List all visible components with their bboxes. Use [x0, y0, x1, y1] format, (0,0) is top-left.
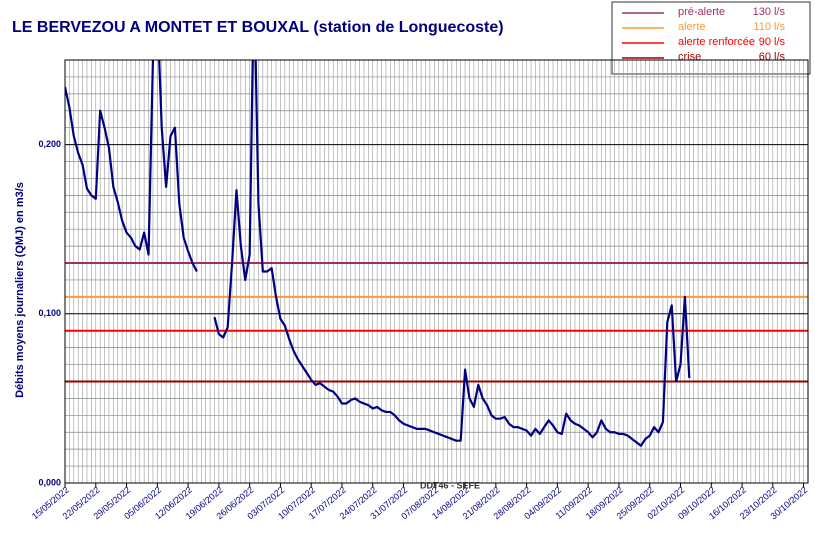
legend-name: alerte renforcée — [678, 36, 755, 48]
legend-name: crise — [678, 51, 701, 63]
chart-title: LE BERVEZOU A MONTET ET BOUXAL (station … — [12, 19, 504, 36]
legend-label: 90 l/s — [759, 36, 786, 48]
y-tick-label: 0,100 — [38, 308, 61, 318]
legend-name: alerte — [678, 21, 706, 33]
y-tick-label: 0,000 — [38, 477, 61, 487]
y-axis-label: Débits moyens journaliers (QMJ) en m3/s — [14, 182, 26, 398]
legend-name: pré-alerte — [678, 6, 725, 18]
y-tick-label: 0,200 — [38, 139, 61, 149]
footer: DDT46 - SEFE — [420, 480, 480, 490]
legend-label: 60 l/s — [759, 51, 786, 63]
plot-frame — [64, 59, 809, 484]
legend-label: 110 l/s — [753, 21, 785, 33]
data-line — [65, 60, 691, 447]
legend-label: 130 l/s — [753, 6, 786, 18]
